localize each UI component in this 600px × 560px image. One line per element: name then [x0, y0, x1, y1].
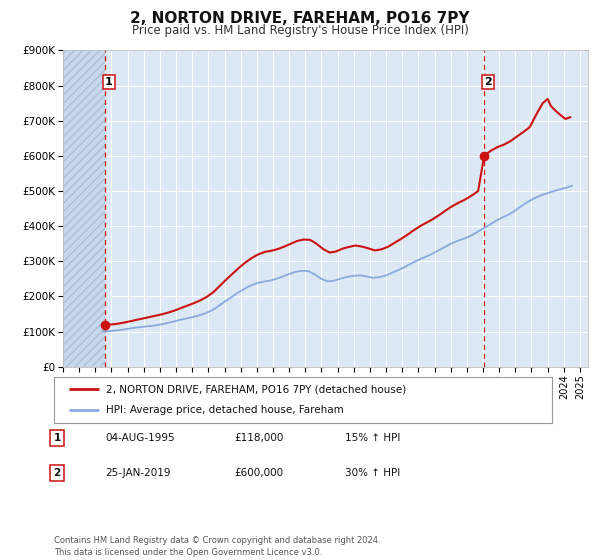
Text: 25-JAN-2019: 25-JAN-2019 [105, 468, 170, 478]
Text: £600,000: £600,000 [234, 468, 283, 478]
Text: 2: 2 [53, 468, 61, 478]
Text: 15% ↑ HPI: 15% ↑ HPI [345, 433, 400, 443]
Text: Price paid vs. HM Land Registry's House Price Index (HPI): Price paid vs. HM Land Registry's House … [131, 24, 469, 36]
Text: HPI: Average price, detached house, Fareham: HPI: Average price, detached house, Fare… [106, 405, 344, 416]
Text: Contains HM Land Registry data © Crown copyright and database right 2024.
This d: Contains HM Land Registry data © Crown c… [54, 536, 380, 557]
Text: 1: 1 [53, 433, 61, 443]
Text: 2: 2 [484, 77, 492, 87]
Text: 1: 1 [105, 77, 113, 87]
Text: 2, NORTON DRIVE, FAREHAM, PO16 7PY: 2, NORTON DRIVE, FAREHAM, PO16 7PY [130, 11, 470, 26]
Text: 30% ↑ HPI: 30% ↑ HPI [345, 468, 400, 478]
Text: £118,000: £118,000 [234, 433, 283, 443]
Bar [63, 50, 105, 367]
Text: 2, NORTON DRIVE, FAREHAM, PO16 7PY (detached house): 2, NORTON DRIVE, FAREHAM, PO16 7PY (deta… [106, 384, 407, 394]
Text: 04-AUG-1995: 04-AUG-1995 [105, 433, 175, 443]
